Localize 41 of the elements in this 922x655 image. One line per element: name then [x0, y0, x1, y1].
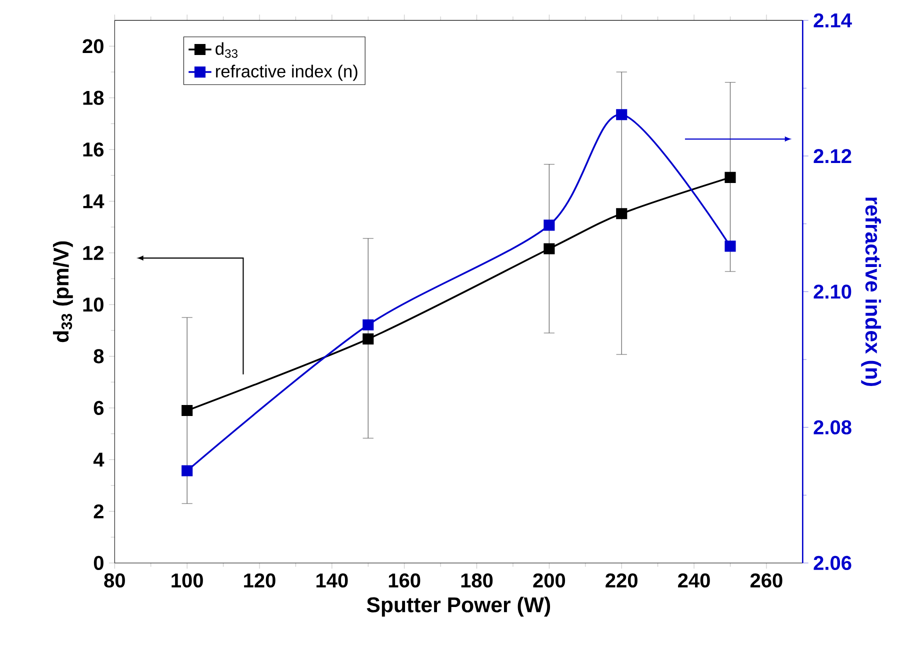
point — [182, 465, 193, 476]
point — [724, 172, 736, 183]
point — [544, 243, 555, 254]
y2-tick-label: 2.06 — [814, 556, 852, 570]
y-tick-label: 12 — [83, 246, 104, 260]
point — [182, 404, 193, 416]
x-tick-label: 260 — [750, 573, 782, 588]
y2-tick-label: 2.12 — [814, 149, 852, 163]
y-tick-label: 2 — [94, 504, 104, 518]
x-tick-label: 160 — [388, 573, 420, 588]
point — [616, 109, 628, 120]
x-tick-label: 100 — [172, 573, 203, 588]
y-tick-label: 18 — [83, 90, 104, 105]
y2-tick-label: 2.10 — [814, 284, 852, 299]
x-tick-label: 180 — [461, 573, 493, 588]
y-tick-label: 14 — [83, 194, 104, 208]
y2-tick-label: 2.08 — [814, 420, 852, 434]
x-tick-label: 220 — [606, 573, 638, 588]
y-tick-label: 4 — [93, 452, 104, 466]
y2-tick-label: 2.14 — [814, 13, 852, 28]
y2-axis-title: refractive index (n) — [861, 198, 882, 386]
x-tick-label: 200 — [533, 573, 566, 588]
legend-label: d$_{33}$ — [216, 42, 238, 58]
y-tick-label: 20 — [82, 39, 104, 54]
point — [362, 319, 374, 330]
y-tick-label: 6 — [94, 400, 104, 416]
y-tick-label: 8 — [94, 349, 104, 364]
x-axis-title: Sputter Power (W) — [366, 596, 550, 617]
y-tick-label: 16 — [83, 142, 104, 157]
y-tick-label: 0 — [94, 556, 104, 570]
y-tick-label: 10 — [83, 297, 104, 312]
x-tick-label: 240 — [678, 573, 710, 588]
point — [544, 220, 555, 231]
x-tick-label: 140 — [316, 573, 348, 588]
x-tick-label: 80 — [104, 573, 125, 588]
point — [362, 333, 374, 344]
y-axis-title: d$_{33}$ (pm/V) — [52, 241, 73, 342]
point — [616, 208, 628, 220]
x-tick-label: 120 — [244, 573, 276, 588]
point — [724, 240, 736, 252]
legend-label: refractive index (n) — [216, 64, 358, 81]
